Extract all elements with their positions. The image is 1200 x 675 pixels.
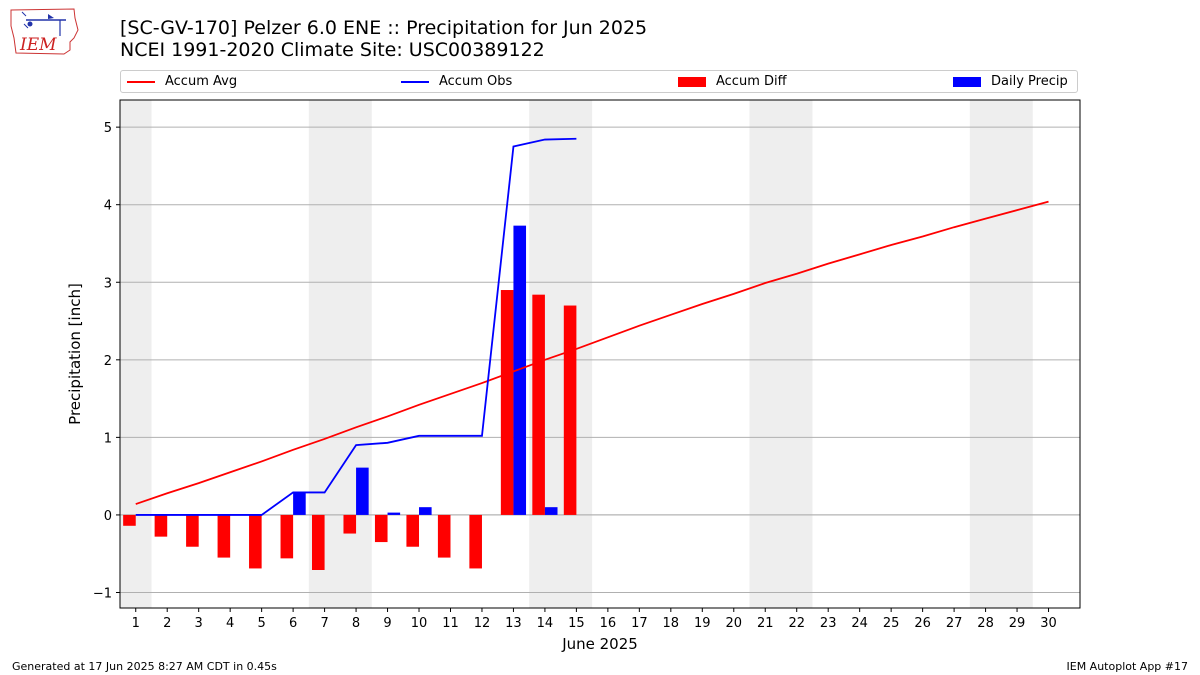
bars <box>123 225 577 570</box>
bar-accum-diff-day-8 <box>343 514 357 534</box>
tick-label-x: 16 <box>600 616 617 631</box>
tick-label-x: 1 <box>132 616 140 631</box>
line-accum-avg <box>135 200 1049 505</box>
bar-accum-diff-day-11 <box>437 514 451 558</box>
legend-label-daily-precip: Daily Precip <box>991 74 1068 89</box>
line-accum-obs <box>135 137 577 516</box>
y-axis-label: Precipitation [inch] <box>66 283 84 425</box>
tick-label-x: 15 <box>568 616 585 631</box>
chart-subtitle: NCEI 1991-2020 Climate Site: USC00389122 <box>120 39 545 61</box>
bar-daily-precip-day-14 <box>544 507 558 515</box>
logo-text: IEM <box>19 35 57 55</box>
plot-frame <box>119 99 1081 609</box>
tick-label-x: 14 <box>537 616 554 631</box>
bar-accum-diff-day-13 <box>500 290 514 515</box>
generated-timestamp: Generated at 17 Jun 2025 8:27 AM CDT in … <box>12 660 277 673</box>
tick-label-x: 26 <box>914 616 931 631</box>
legend-label-accum-obs: Accum Obs <box>439 74 513 89</box>
legend-item-accum-avg: Accum Avg <box>127 71 237 92</box>
chart-title: [SC-GV-170] Pelzer 6.0 ENE :: Precipitat… <box>120 17 648 39</box>
tick-label-y: 5 <box>104 121 112 136</box>
legend-swatch-accum-diff <box>678 76 706 87</box>
bar-accum-diff-day-7 <box>312 514 325 570</box>
iem-logo: IEM <box>10 8 79 55</box>
legend-swatch-accum-avg <box>127 80 155 83</box>
weekend-band-5 <box>969 100 1033 608</box>
x-axis-label: June 2025 <box>561 635 638 653</box>
tick-label-y: −1 <box>93 586 112 601</box>
tick-label-y: 1 <box>104 431 112 446</box>
tick-label-x: 27 <box>946 616 963 631</box>
tick-label-x: 25 <box>883 616 900 631</box>
legend-swatch-daily-precip <box>953 76 981 87</box>
legend-item-daily-precip: Daily Precip <box>953 71 1068 92</box>
tick-label-x: 3 <box>195 616 203 631</box>
legend-swatch-accum-obs <box>401 80 429 83</box>
bar-accum-diff-day-14 <box>532 294 545 515</box>
bar-accum-diff-day-5 <box>249 514 262 569</box>
tick-label-x: 21 <box>757 616 774 631</box>
tick-label-x: 2 <box>163 616 171 631</box>
bar-daily-precip-day-10 <box>419 507 432 515</box>
tick-label-x: 19 <box>694 616 711 631</box>
tick-label-x: 29 <box>1009 616 1026 631</box>
bar-accum-diff-day-6 <box>280 514 294 559</box>
tick-label-x: 20 <box>725 616 742 631</box>
bar-accum-diff-day-3 <box>186 514 199 547</box>
bar-daily-precip-day-8 <box>356 467 369 515</box>
app-credit: IEM Autoplot App #17 <box>1066 660 1189 673</box>
legend-item-accum-obs: Accum Obs <box>401 71 512 92</box>
bar-accum-diff-day-2 <box>154 514 168 537</box>
bar-accum-diff-day-1 <box>123 514 136 526</box>
bar-accum-diff-day-9 <box>374 514 388 543</box>
legend: Accum Avg Accum Obs Accum Diff Daily Pre… <box>120 70 1078 93</box>
tick-label-x: 24 <box>851 616 868 631</box>
bar-daily-precip-day-6 <box>293 492 306 515</box>
tick-label-x: 11 <box>442 616 459 631</box>
tick-label-x: 17 <box>631 616 648 631</box>
tick-label-x: 12 <box>474 616 491 631</box>
tick-label-x: 22 <box>788 616 805 631</box>
y-gridlines <box>120 126 1080 593</box>
lines <box>135 137 1049 516</box>
x-axis-ticks: 1 2 3 4 5 6 7 8 9 10 11 12 13 14 15 16 17 18 19 20 21 22 23 24 2… <box>132 608 1057 631</box>
tick-label-x: 30 <box>1040 616 1057 631</box>
legend-item-accum-diff: Accum Diff <box>678 71 787 92</box>
tick-label-y: 4 <box>104 199 112 214</box>
tick-label-y: 2 <box>104 354 112 369</box>
bar-daily-precip-day-13 <box>513 225 527 515</box>
weekend-band-4 <box>749 100 813 608</box>
iem-iowa-logo-icon <box>10 8 79 55</box>
legend-label-accum-avg: Accum Avg <box>165 74 238 89</box>
tick-label-x: 10 <box>411 616 428 631</box>
weekend-band-1 <box>120 100 152 608</box>
tick-label-x: 7 <box>320 616 328 631</box>
bar-accum-diff-day-12 <box>469 514 482 569</box>
bar-accum-diff-day-10 <box>406 514 420 547</box>
tick-label-x: 9 <box>383 616 391 631</box>
y-axis-ticks: −1 0 1 2 3 4 5 <box>93 121 120 601</box>
bar-accum-diff-day-4 <box>217 514 231 558</box>
tick-label-x: 4 <box>226 616 234 631</box>
bar-daily-precip-day-9 <box>387 512 401 515</box>
tick-label-x: 6 <box>289 616 297 631</box>
tick-label-x: 8 <box>352 616 360 631</box>
tick-label-y: 3 <box>104 276 112 291</box>
tick-label-y: 0 <box>104 509 112 524</box>
bar-accum-diff-day-15 <box>563 305 577 515</box>
tick-label-x: 18 <box>663 616 680 631</box>
legend-label-accum-diff: Accum Diff <box>716 74 787 89</box>
tick-label-x: 13 <box>505 616 522 631</box>
tick-label-x: 5 <box>257 616 265 631</box>
tick-label-x: 28 <box>977 616 994 631</box>
tick-label-x: 23 <box>820 616 837 631</box>
